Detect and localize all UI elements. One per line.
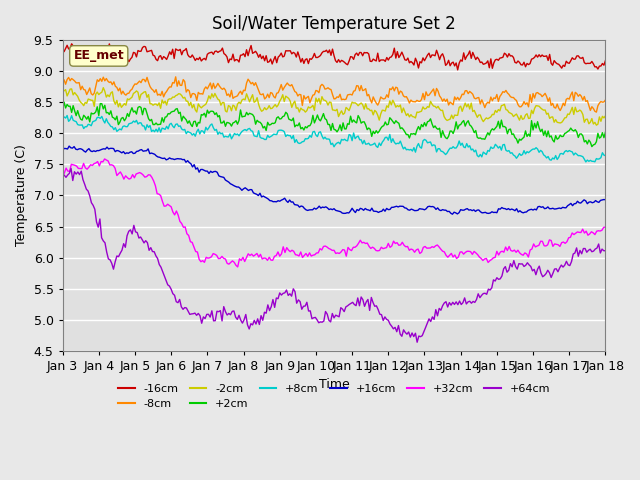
+2cm	[588, 144, 596, 149]
+64cm	[602, 248, 609, 253]
+16cm	[205, 170, 213, 176]
+16cm	[602, 197, 609, 203]
-8cm	[399, 93, 407, 99]
+8cm	[399, 146, 407, 152]
+2cm	[602, 129, 609, 135]
Line: +32cm: +32cm	[63, 159, 605, 267]
+32cm	[125, 176, 133, 182]
+2cm	[387, 117, 395, 122]
-2cm	[387, 102, 395, 108]
+64cm	[67, 166, 75, 171]
-2cm	[593, 122, 600, 128]
-16cm	[68, 41, 76, 47]
-16cm	[76, 50, 83, 56]
Line: -2cm: -2cm	[63, 88, 605, 125]
+8cm	[369, 142, 377, 147]
-2cm	[59, 87, 67, 93]
-16cm	[387, 54, 395, 60]
Text: EE_met: EE_met	[74, 49, 124, 62]
Line: +16cm: +16cm	[63, 146, 605, 214]
-2cm	[99, 85, 107, 91]
Title: Soil/Water Temperature Set 2: Soil/Water Temperature Set 2	[212, 15, 456, 33]
-8cm	[59, 77, 67, 83]
+8cm	[76, 122, 83, 128]
+2cm	[537, 129, 545, 134]
+16cm	[59, 147, 67, 153]
-2cm	[161, 98, 169, 104]
Legend: -16cm, -8cm, -2cm, +2cm, +8cm, +16cm, +32cm, +64cm: -16cm, -8cm, -2cm, +2cm, +8cm, +16cm, +3…	[113, 379, 555, 414]
+32cm	[293, 252, 301, 258]
-8cm	[593, 109, 600, 115]
+2cm	[399, 127, 407, 132]
+2cm	[161, 114, 169, 120]
+8cm	[602, 153, 609, 158]
-8cm	[172, 74, 179, 80]
+64cm	[386, 321, 394, 327]
+2cm	[76, 113, 83, 119]
+2cm	[60, 99, 68, 105]
-2cm	[399, 105, 407, 111]
-16cm	[454, 67, 461, 73]
-8cm	[602, 97, 609, 103]
Line: +64cm: +64cm	[63, 168, 605, 342]
+16cm	[65, 143, 73, 149]
-16cm	[369, 56, 377, 62]
+16cm	[332, 207, 339, 213]
+64cm	[59, 171, 67, 177]
+32cm	[602, 224, 609, 230]
+32cm	[100, 156, 108, 162]
+32cm	[488, 257, 495, 263]
-8cm	[369, 94, 377, 100]
-8cm	[74, 80, 81, 86]
+64cm	[550, 266, 558, 272]
-2cm	[74, 94, 81, 99]
-16cm	[399, 53, 407, 59]
+8cm	[537, 147, 545, 153]
+8cm	[59, 115, 67, 121]
X-axis label: Time: Time	[319, 378, 349, 391]
+64cm	[401, 330, 409, 336]
-16cm	[602, 58, 609, 63]
+8cm	[582, 159, 589, 165]
+64cm	[171, 292, 179, 298]
-2cm	[369, 112, 377, 118]
+32cm	[300, 252, 308, 258]
Line: +8cm: +8cm	[63, 116, 605, 162]
Line: -8cm: -8cm	[63, 77, 605, 112]
+16cm	[269, 199, 277, 204]
-8cm	[387, 87, 395, 93]
-16cm	[59, 48, 67, 54]
-16cm	[538, 52, 546, 58]
+32cm	[200, 260, 208, 265]
+64cm	[413, 339, 421, 345]
-8cm	[160, 94, 168, 100]
Line: +2cm: +2cm	[63, 102, 605, 146]
+8cm	[63, 113, 71, 119]
-2cm	[602, 113, 609, 119]
+32cm	[234, 264, 241, 270]
+16cm	[595, 200, 603, 205]
Line: -16cm: -16cm	[63, 44, 605, 70]
+8cm	[161, 126, 169, 132]
+32cm	[454, 254, 462, 260]
+16cm	[449, 211, 456, 217]
+32cm	[59, 173, 67, 179]
+64cm	[447, 302, 455, 308]
-2cm	[537, 105, 545, 111]
Y-axis label: Temperature (C): Temperature (C)	[15, 144, 28, 246]
-8cm	[537, 92, 545, 97]
+64cm	[301, 303, 309, 309]
+16cm	[463, 206, 471, 212]
-16cm	[161, 55, 169, 60]
+2cm	[369, 129, 377, 134]
+8cm	[387, 140, 395, 145]
+16cm	[148, 150, 156, 156]
+2cm	[59, 107, 67, 113]
